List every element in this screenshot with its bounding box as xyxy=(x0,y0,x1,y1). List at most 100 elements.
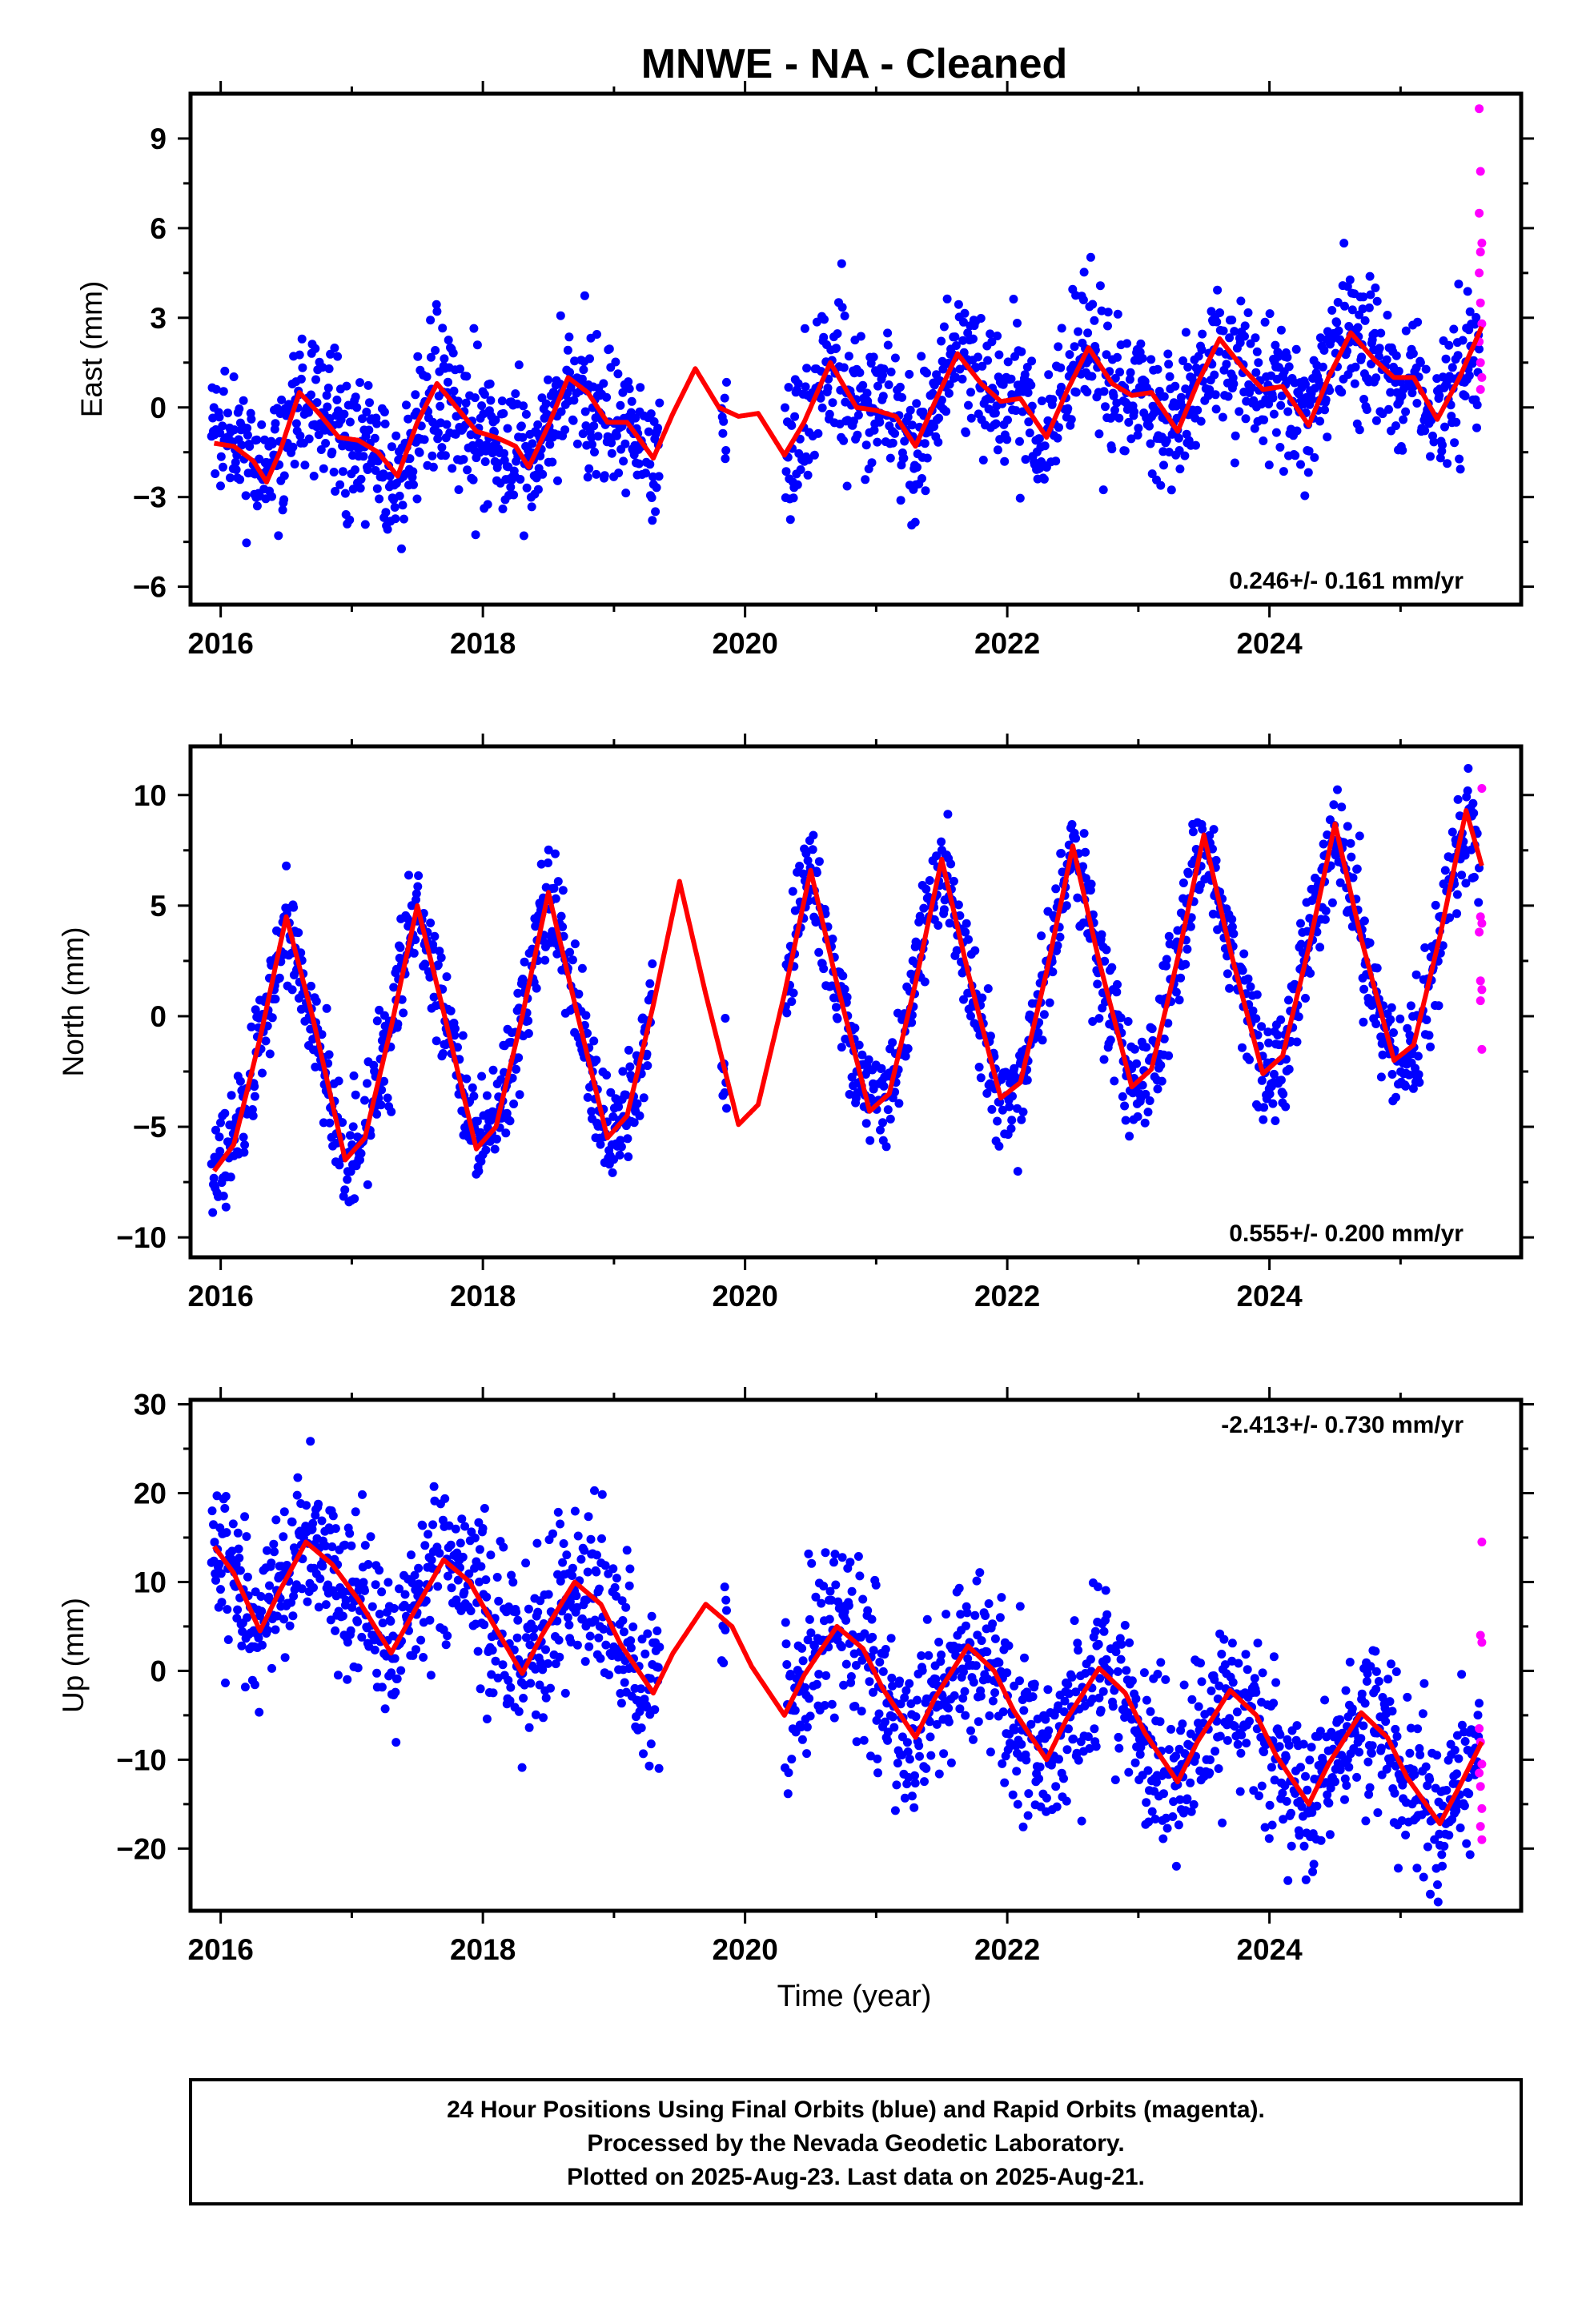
final-orbit-point xyxy=(380,1704,390,1714)
final-orbit-point xyxy=(994,350,1004,360)
final-orbit-point xyxy=(476,1562,486,1571)
final-orbit-point xyxy=(371,1580,380,1590)
final-orbit-point xyxy=(518,975,528,983)
final-orbit-point xyxy=(875,417,885,427)
final-orbit-point xyxy=(333,352,343,361)
final-orbit-point xyxy=(1179,1680,1189,1690)
final-orbit-point xyxy=(1371,283,1380,292)
final-orbit-point xyxy=(464,1569,474,1578)
final-orbit-point xyxy=(553,476,562,485)
final-orbit-point xyxy=(1359,1721,1368,1731)
final-orbit-point xyxy=(614,1102,624,1112)
final-orbit-point xyxy=(1098,1687,1108,1696)
final-orbit-point xyxy=(1063,1680,1073,1689)
final-orbit-point xyxy=(293,1473,303,1482)
final-orbit-point xyxy=(886,1634,896,1643)
final-orbit-point xyxy=(1159,1034,1169,1043)
final-orbit-point xyxy=(580,407,590,416)
final-orbit-point xyxy=(623,1134,632,1144)
final-orbit-point xyxy=(545,440,555,449)
final-orbit-point xyxy=(1087,372,1097,381)
final-orbit-point xyxy=(419,1653,428,1662)
final-orbit-point xyxy=(300,460,310,470)
final-orbit-point xyxy=(966,1726,975,1735)
final-orbit-point xyxy=(655,398,665,408)
final-orbit-point xyxy=(910,517,920,527)
final-orbit-point xyxy=(643,1629,652,1638)
final-orbit-point xyxy=(959,1667,968,1677)
final-orbit-point xyxy=(1344,1763,1354,1772)
final-orbit-point xyxy=(844,352,853,361)
final-orbit-point xyxy=(582,1595,592,1605)
final-orbit-point xyxy=(1431,900,1440,910)
final-orbit-point xyxy=(347,1541,356,1550)
final-orbit-point xyxy=(1059,1707,1069,1716)
final-orbit-point xyxy=(954,900,963,910)
final-orbit-point xyxy=(618,1616,628,1625)
final-orbit-point xyxy=(346,1167,355,1176)
final-orbit-point xyxy=(805,1711,815,1721)
final-orbit-point xyxy=(986,1031,995,1041)
final-orbit-point xyxy=(317,1030,327,1039)
final-orbit-point xyxy=(242,538,251,548)
final-orbit-point xyxy=(1048,967,1058,977)
final-orbit-point xyxy=(453,1043,462,1052)
final-orbit-point xyxy=(964,400,973,410)
final-orbit-point xyxy=(1296,1763,1305,1772)
final-orbit-point xyxy=(375,1005,384,1015)
final-orbit-point xyxy=(1214,1764,1223,1773)
final-orbit-point xyxy=(1159,460,1168,470)
final-orbit-point xyxy=(1117,1639,1126,1649)
final-orbit-point xyxy=(1175,1795,1185,1804)
final-orbit-point xyxy=(1090,316,1099,325)
final-orbit-point xyxy=(1277,391,1287,400)
final-orbit-point xyxy=(1082,388,1092,396)
final-orbit-point xyxy=(1469,872,1479,882)
final-orbit-point xyxy=(215,412,224,422)
final-orbit-point xyxy=(1194,1702,1203,1711)
final-orbit-point xyxy=(331,487,340,496)
final-orbit-point xyxy=(546,1683,555,1693)
final-orbit-point xyxy=(1347,852,1356,862)
final-orbit-point xyxy=(864,1055,873,1064)
final-orbit-point xyxy=(219,462,227,472)
final-orbit-point xyxy=(469,324,479,333)
final-orbit-point xyxy=(1284,1740,1294,1750)
final-orbit-point xyxy=(612,431,621,440)
final-orbit-point xyxy=(970,946,980,955)
final-orbit-point xyxy=(983,356,993,365)
final-orbit-point xyxy=(1227,922,1237,931)
final-orbit-point xyxy=(1143,1766,1153,1775)
final-orbit-point xyxy=(345,417,355,427)
final-orbit-point xyxy=(239,396,248,405)
final-orbit-point xyxy=(1186,922,1195,931)
rapid-orbit-point xyxy=(1476,912,1485,922)
final-orbit-point xyxy=(263,1546,271,1555)
final-orbit-point xyxy=(473,1647,483,1656)
final-orbit-point xyxy=(235,475,245,485)
final-orbit-point xyxy=(228,1519,238,1529)
final-orbit-point xyxy=(1257,1076,1267,1085)
final-orbit-point xyxy=(1452,909,1462,919)
final-orbit-point xyxy=(288,1611,298,1621)
final-orbit-point xyxy=(801,849,811,858)
final-orbit-point xyxy=(889,1723,899,1732)
final-orbit-point xyxy=(1452,417,1461,427)
final-orbit-point xyxy=(1171,987,1181,997)
y-axis-label: North (mm) xyxy=(57,927,90,1076)
final-orbit-point xyxy=(1189,1799,1199,1809)
final-orbit-point xyxy=(494,1596,504,1606)
final-orbit-point xyxy=(970,1610,980,1620)
final-orbit-point xyxy=(801,382,810,392)
final-orbit-point xyxy=(558,922,568,931)
final-orbit-point xyxy=(997,1593,1006,1602)
final-orbit-point xyxy=(428,451,437,460)
final-orbit-point xyxy=(1460,850,1470,860)
final-orbit-point xyxy=(360,1586,369,1595)
final-orbit-point xyxy=(922,453,932,463)
final-orbit-point xyxy=(939,1749,949,1759)
final-orbit-point xyxy=(1112,398,1122,408)
x-tick-label: 2018 xyxy=(450,1280,516,1313)
final-orbit-point xyxy=(1308,1867,1318,1876)
